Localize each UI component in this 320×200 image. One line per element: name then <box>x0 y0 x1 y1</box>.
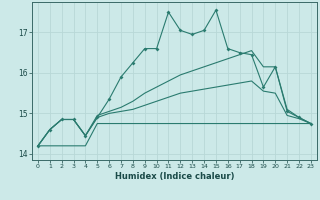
X-axis label: Humidex (Indice chaleur): Humidex (Indice chaleur) <box>115 172 234 181</box>
